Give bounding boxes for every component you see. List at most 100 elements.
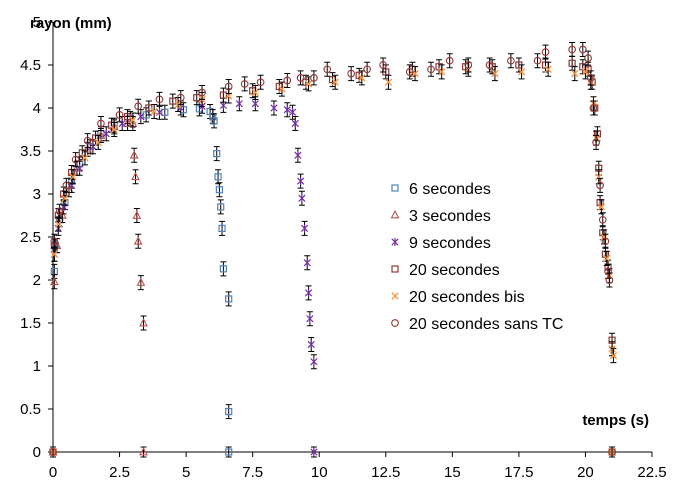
- data-point: [517, 68, 526, 76]
- error-bar: [156, 91, 163, 107]
- data-point: [83, 144, 93, 153]
- error-bar: [225, 79, 232, 94]
- error-bar: [257, 74, 264, 90]
- data-point: [347, 69, 356, 78]
- x-tick-label: 12.5: [371, 464, 400, 481]
- data-point: [601, 237, 610, 246]
- data-point: [225, 295, 233, 303]
- data-point: [97, 119, 105, 128]
- data-point: [54, 220, 63, 228]
- y-tick-label: 5: [33, 14, 41, 31]
- legend-item-9-secondes: 9 secondes: [391, 235, 491, 252]
- data-point: [304, 80, 313, 88]
- data-point: [219, 265, 227, 273]
- legend-label: 9 secondes: [409, 235, 491, 252]
- data-point: [427, 65, 435, 74]
- legend-marker: [391, 265, 399, 273]
- data-point: [331, 78, 339, 86]
- data-point: [136, 277, 146, 286]
- x-axis-title: temps (s): [582, 412, 649, 429]
- error-bar: [177, 90, 184, 106]
- error-bar: [446, 53, 453, 69]
- data-point: [213, 149, 221, 158]
- y-tick-label: 0: [33, 444, 41, 461]
- data-point: [589, 104, 598, 112]
- error-bar: [597, 177, 604, 193]
- x-tick-label: 22.5: [637, 464, 666, 481]
- error-bar: [225, 404, 232, 420]
- error-bar: [213, 146, 220, 162]
- data-point: [294, 151, 302, 160]
- error-bar: [161, 104, 168, 120]
- error-bar: [199, 85, 206, 101]
- data-point: [379, 61, 387, 69]
- data-point: [578, 45, 587, 54]
- data-point: [384, 78, 393, 86]
- data-point: [608, 448, 616, 456]
- x-axis-ticks: 0 2.5 5 7.5 10 12.5 15 17.5 20 22.5: [49, 452, 667, 481]
- data-point: [49, 448, 57, 456]
- data-point: [283, 76, 292, 85]
- y-tick-label: 4.5: [20, 57, 41, 74]
- error-bar: [84, 133, 91, 149]
- data-point: [115, 111, 124, 119]
- data-point: [288, 108, 297, 117]
- data-point: [581, 68, 590, 76]
- y-axis-ticks: 0 0.5 1 1.5 2 2.5 3 3.5 4 4.5 5: [20, 14, 53, 461]
- data-point: [596, 181, 604, 190]
- x-tick-label: 20: [577, 464, 594, 481]
- y-tick-label: 3.5: [20, 143, 41, 160]
- data-point: [210, 117, 218, 125]
- data-point: [235, 99, 243, 108]
- error-bar: [602, 233, 609, 249]
- data-point: [49, 276, 59, 286]
- error-bar: [135, 98, 142, 114]
- data-point: [132, 210, 142, 219]
- legend-item-20-secondes-sans-tc: 20 secondes sans TC: [391, 316, 563, 333]
- data-point: [598, 215, 607, 224]
- error-bar: [364, 61, 371, 77]
- data-point: [568, 45, 576, 54]
- error-bar: [569, 55, 576, 71]
- y-tick-label: 1.5: [20, 315, 41, 332]
- data-point: [131, 171, 140, 181]
- error-bar: [241, 76, 248, 92]
- legend-label: 20 secondes bis: [409, 289, 525, 306]
- x-tick-label: 17.5: [504, 464, 533, 481]
- error-bar: [310, 70, 317, 86]
- data-point: [123, 112, 132, 121]
- data-point: [102, 129, 110, 138]
- error-bar: [211, 113, 218, 129]
- data-point: [310, 357, 318, 366]
- x-tick-label: 10: [311, 464, 328, 481]
- data-point: [71, 155, 80, 164]
- error-bar: [590, 100, 597, 116]
- data-point: [219, 101, 228, 110]
- data-point: [218, 224, 226, 232]
- data-point: [176, 93, 185, 102]
- data-point: [139, 447, 148, 456]
- data-point: [609, 351, 618, 360]
- x-tick-label: 0: [49, 464, 57, 481]
- data-point: [129, 150, 139, 159]
- data-point: [592, 138, 600, 147]
- error-bar: [116, 107, 123, 123]
- y-axis-title: rayon (mm): [30, 15, 112, 32]
- data-point: [145, 104, 153, 112]
- data-point: [304, 288, 313, 297]
- data-point: [445, 56, 454, 65]
- data-point: [81, 154, 89, 162]
- data-point: [94, 138, 102, 147]
- error-bar: [406, 64, 413, 80]
- data-point: [224, 82, 233, 91]
- data-point: [217, 203, 225, 211]
- data-point: [278, 85, 286, 93]
- data-point: [363, 65, 371, 74]
- legend-label: 6 secondes: [409, 181, 491, 198]
- error-bar: [284, 72, 291, 88]
- error-bar: [593, 134, 600, 150]
- data-point: [533, 56, 542, 65]
- data-point: [55, 207, 64, 216]
- data-point: [225, 448, 233, 456]
- data-point: [60, 202, 68, 211]
